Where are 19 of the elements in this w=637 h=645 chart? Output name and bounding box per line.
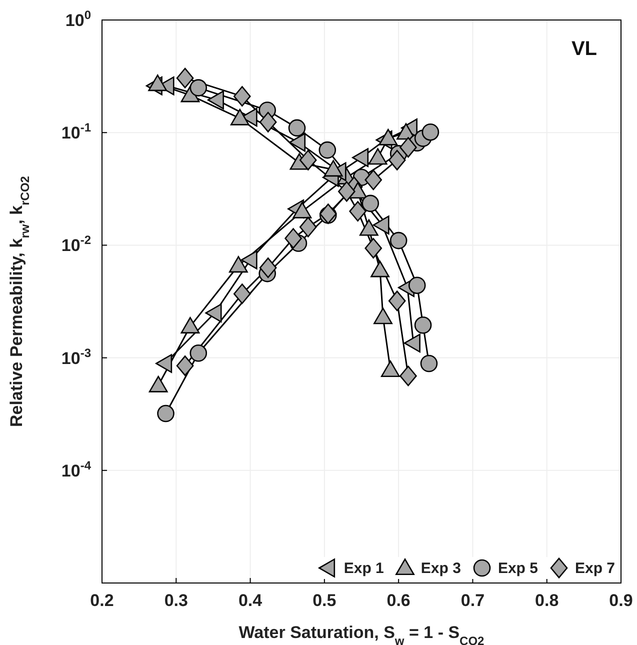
y-tick-label: 10$^{-1}$ — [61, 120, 92, 143]
legend-label: Exp 5 — [498, 560, 538, 576]
x-tick-label: 0.6 — [386, 591, 410, 610]
x-tick-label: 0.5 — [312, 591, 336, 610]
legend-label: Exp 3 — [420, 560, 461, 576]
x-tick-label: 0.2 — [90, 591, 114, 610]
x-axis-title: Water Saturation, S$_{w}$ = 1 - S$_{CO2}$ — [238, 623, 485, 645]
x-tick-label: 0.9 — [609, 591, 633, 610]
x-tick-label: 0.3 — [164, 591, 188, 610]
x-tick-label: 0.8 — [535, 591, 559, 610]
y-tick-label: 10$^{0}$ — [65, 8, 92, 30]
x-tick-label: 0.7 — [460, 591, 485, 610]
legend-label: Exp 1 — [344, 560, 384, 576]
y-tick-label: 10$^{-2}$ — [61, 233, 92, 256]
x-tick-label: 0.4 — [238, 591, 263, 610]
y-tick-label: 10$^{-4}$ — [61, 458, 92, 480]
legend-label: Exp 7 — [574, 560, 615, 576]
y-tick-label: 10$^{-3}$ — [61, 346, 92, 368]
annotation: VL — [571, 38, 597, 61]
